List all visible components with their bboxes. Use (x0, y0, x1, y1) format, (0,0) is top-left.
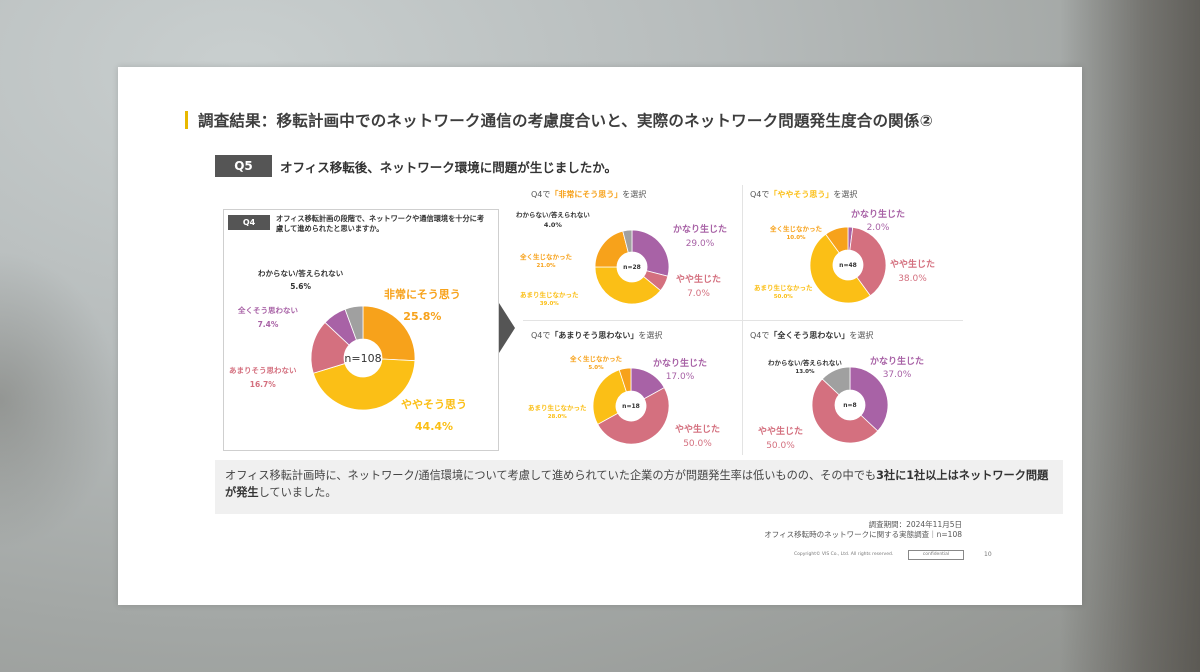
donut-slice (597, 387, 670, 445)
divider-horizontal (523, 320, 963, 321)
q4-label-somewhat: ややそう思う 44.4% (401, 398, 467, 433)
survey-period: 調査期間：2024年11月5日 (868, 520, 962, 529)
subchart-3-label-severe: かなり生じた 17.0% (653, 359, 708, 382)
q4-label-not-at-all: 全くそう思わない 7.4% (238, 306, 298, 329)
subchart-3-label-some: やや生じた 50.0% (675, 425, 721, 449)
subchart-4-label-some: やや生じた 50.0% (758, 427, 804, 451)
donut-slice (849, 366, 889, 432)
subchart-2-donut: n=48 (809, 226, 887, 304)
subchart-2-label-some: やや生じた 38.0% (890, 260, 936, 284)
copyright: Copyright© VIS Co., Ltd. All rights rese… (794, 552, 894, 557)
donut-slice (821, 366, 851, 396)
donut-slice (825, 226, 849, 254)
summary-box: オフィス移転計画時に、ネットワーク/通信環境について考慮して進められていた企業の… (215, 460, 1063, 514)
donut-slice (618, 367, 632, 393)
subchart-1-title: Q4で「非常にそう思う」を選択 (531, 190, 647, 199)
q4-badge: Q4 (228, 215, 270, 230)
subchart-4-label-severe: かなり生じた 37.0% (870, 357, 925, 380)
page-number: 10 (984, 551, 992, 558)
q4-label-very-much: 非常にそう思う 25.8% (384, 288, 461, 323)
subchart-3-label-none: 全く生じなかった 5.0% (570, 355, 622, 371)
subchart-2-label-none: 全く生じなかった 10.0% (770, 225, 822, 241)
subchart-1-label-unknown: わからない/答えられない 4.0% (516, 211, 590, 229)
donut-slice (811, 378, 879, 444)
arrow-right-icon (499, 303, 515, 353)
donut-slice (362, 305, 416, 362)
subchart-4-label-unknown: わからない/答えられない 13.0% (768, 359, 842, 375)
subchart-2-label-severe: かなり生じた 2.0% (851, 210, 906, 233)
donut-center-label: n=28 (623, 264, 641, 271)
subchart-2-title: Q4で「ややそう思う」を選択 (750, 190, 858, 199)
donut-slice (312, 358, 416, 411)
subchart-1-label-some: やや生じた 7.0% (676, 275, 722, 299)
subchart-4-title: Q4で「全くそう思わない」を選択 (750, 331, 874, 340)
slide-title: 調査結果：移転計画中でのネットワーク通信の考慮度合いと、実際のネットワーク問題発… (198, 112, 933, 130)
summary-text: オフィス移転計画時に、ネットワーク/通信環境について考慮して進められていた企業の… (225, 469, 1049, 499)
donut-slice (594, 266, 662, 305)
donut-center-label: n=18 (622, 403, 640, 410)
donut-slice (344, 305, 364, 341)
subchart-1-label-none: 全く生じなかった 21.0% (520, 253, 572, 269)
subchart-1-donut: n=28 (594, 229, 670, 305)
q4-question: オフィス移転計画の段階で、ネットワークや通信環境を十分に考慮して進められたと思い… (276, 214, 485, 233)
survey-name: オフィス移転時のネットワークに関する実態調査｜n=108 (764, 530, 962, 539)
q4-label-not-much: あまりそう思わない 16.7% (229, 366, 297, 389)
background-shadow-left (0, 250, 120, 550)
subchart-2-label-not-much: あまり生じなかった 50.0% (754, 284, 813, 300)
donut-slice (592, 369, 627, 425)
background-shadow-right (1060, 0, 1200, 672)
donut-slice (622, 229, 633, 253)
q5-badge: Q5 (215, 155, 272, 177)
donut-center-label: n=8 (843, 402, 856, 409)
subchart-1-label-severe: かなり生じた 29.0% (673, 225, 728, 249)
subchart-1-label-not-much: あまり生じなかった 39.0% (520, 291, 579, 307)
q4-donut-chart: n=108 (310, 305, 416, 411)
donut-slice (631, 229, 670, 277)
donut-center-label: n=108 (344, 352, 381, 365)
subchart-3-title: Q4で「あまりそう思わない」を選択 (531, 331, 663, 340)
subchart-3-donut: n=18 (592, 367, 670, 445)
presentation-slide: 調査結果：移転計画中でのネットワーク通信の考慮度合いと、実際のネットワーク問題発… (118, 67, 1082, 605)
donut-slice (809, 233, 871, 304)
q5-question: オフィス移転後、ネットワーク環境に問題が生じましたか。 (280, 160, 618, 175)
q4-label-unknown: わからない/答えられない 5.6% (258, 269, 344, 291)
donut-slice (849, 226, 887, 297)
subchart-3-label-not-much: あまり生じなかった 28.0% (528, 404, 587, 420)
q4-chart-box: Q4 オフィス移転計画の段階で、ネットワークや通信環境を十分に考慮して進められた… (223, 209, 499, 451)
subchart-4-donut: n=8 (811, 366, 889, 444)
title-accent-bar (185, 111, 188, 129)
confidential-badge: confidential (908, 550, 964, 560)
donut-center-label: n=48 (839, 262, 857, 269)
